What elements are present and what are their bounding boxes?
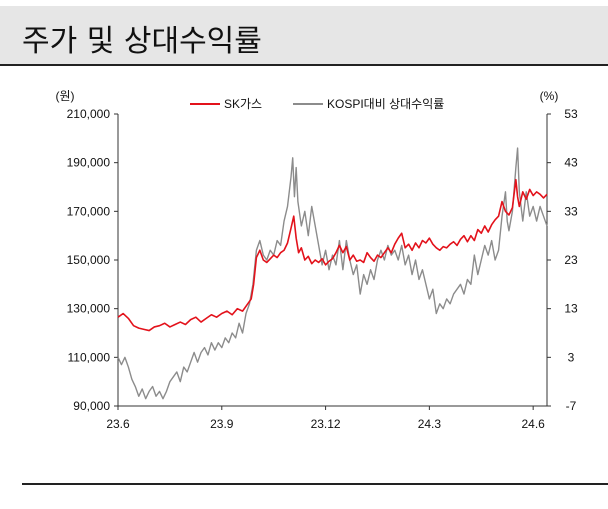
left-axis-label: (원) xyxy=(55,89,74,103)
right-tick-label: 53 xyxy=(564,107,578,121)
right-tick-label: 23 xyxy=(564,253,578,267)
x-tick-label: 24.6 xyxy=(521,417,545,431)
title-bar: 주가 및 상대수익률 xyxy=(0,6,608,65)
title-divider xyxy=(0,64,608,66)
page-title: 주가 및 상대수익률 xyxy=(22,24,262,59)
legend-label-relative: KOSPI대비 상대수익률 xyxy=(327,97,444,111)
series-line-sk-gas xyxy=(117,178,548,332)
left-tick-label: 170,000 xyxy=(67,204,111,218)
x-tick-label: 24.3 xyxy=(418,417,442,431)
left-tick-label: 90,000 xyxy=(73,399,110,413)
right-tick-label: 33 xyxy=(564,204,578,218)
legend: SK가스 KOSPI대비 상대수익률 xyxy=(190,97,444,111)
left-tick-label: 210,000 xyxy=(67,107,111,121)
right-tick-label: 13 xyxy=(564,302,578,316)
left-tick-labels: 210,000 190,000 170,000 150,000 130,000 110,0… xyxy=(67,107,118,413)
left-tick-label: 110,000 xyxy=(68,350,111,364)
x-tick-label: 23.6 xyxy=(106,417,130,431)
legend-label-sk-gas: SK가스 xyxy=(224,97,262,111)
x-tick-labels: 23.6 23.9 23.12 24.3 24.6 xyxy=(106,406,545,431)
series-layer xyxy=(117,147,548,400)
left-tick-label: 130,000 xyxy=(67,302,111,316)
right-tick-label: 3 xyxy=(568,350,575,364)
bottom-divider xyxy=(22,483,608,485)
x-tick-label: 23.9 xyxy=(210,417,234,431)
series-line-relative-return xyxy=(117,147,548,400)
right-tick-labels: 53 43 33 23 13 3 -7 xyxy=(547,107,578,413)
left-tick-label: 190,000 xyxy=(67,156,111,170)
left-tick-label: 150,000 xyxy=(67,253,111,267)
right-axis-label: (%) xyxy=(540,89,559,103)
right-tick-label: -7 xyxy=(566,399,577,413)
x-tick-label: 23.12 xyxy=(311,417,341,431)
right-tick-label: 43 xyxy=(564,156,578,170)
